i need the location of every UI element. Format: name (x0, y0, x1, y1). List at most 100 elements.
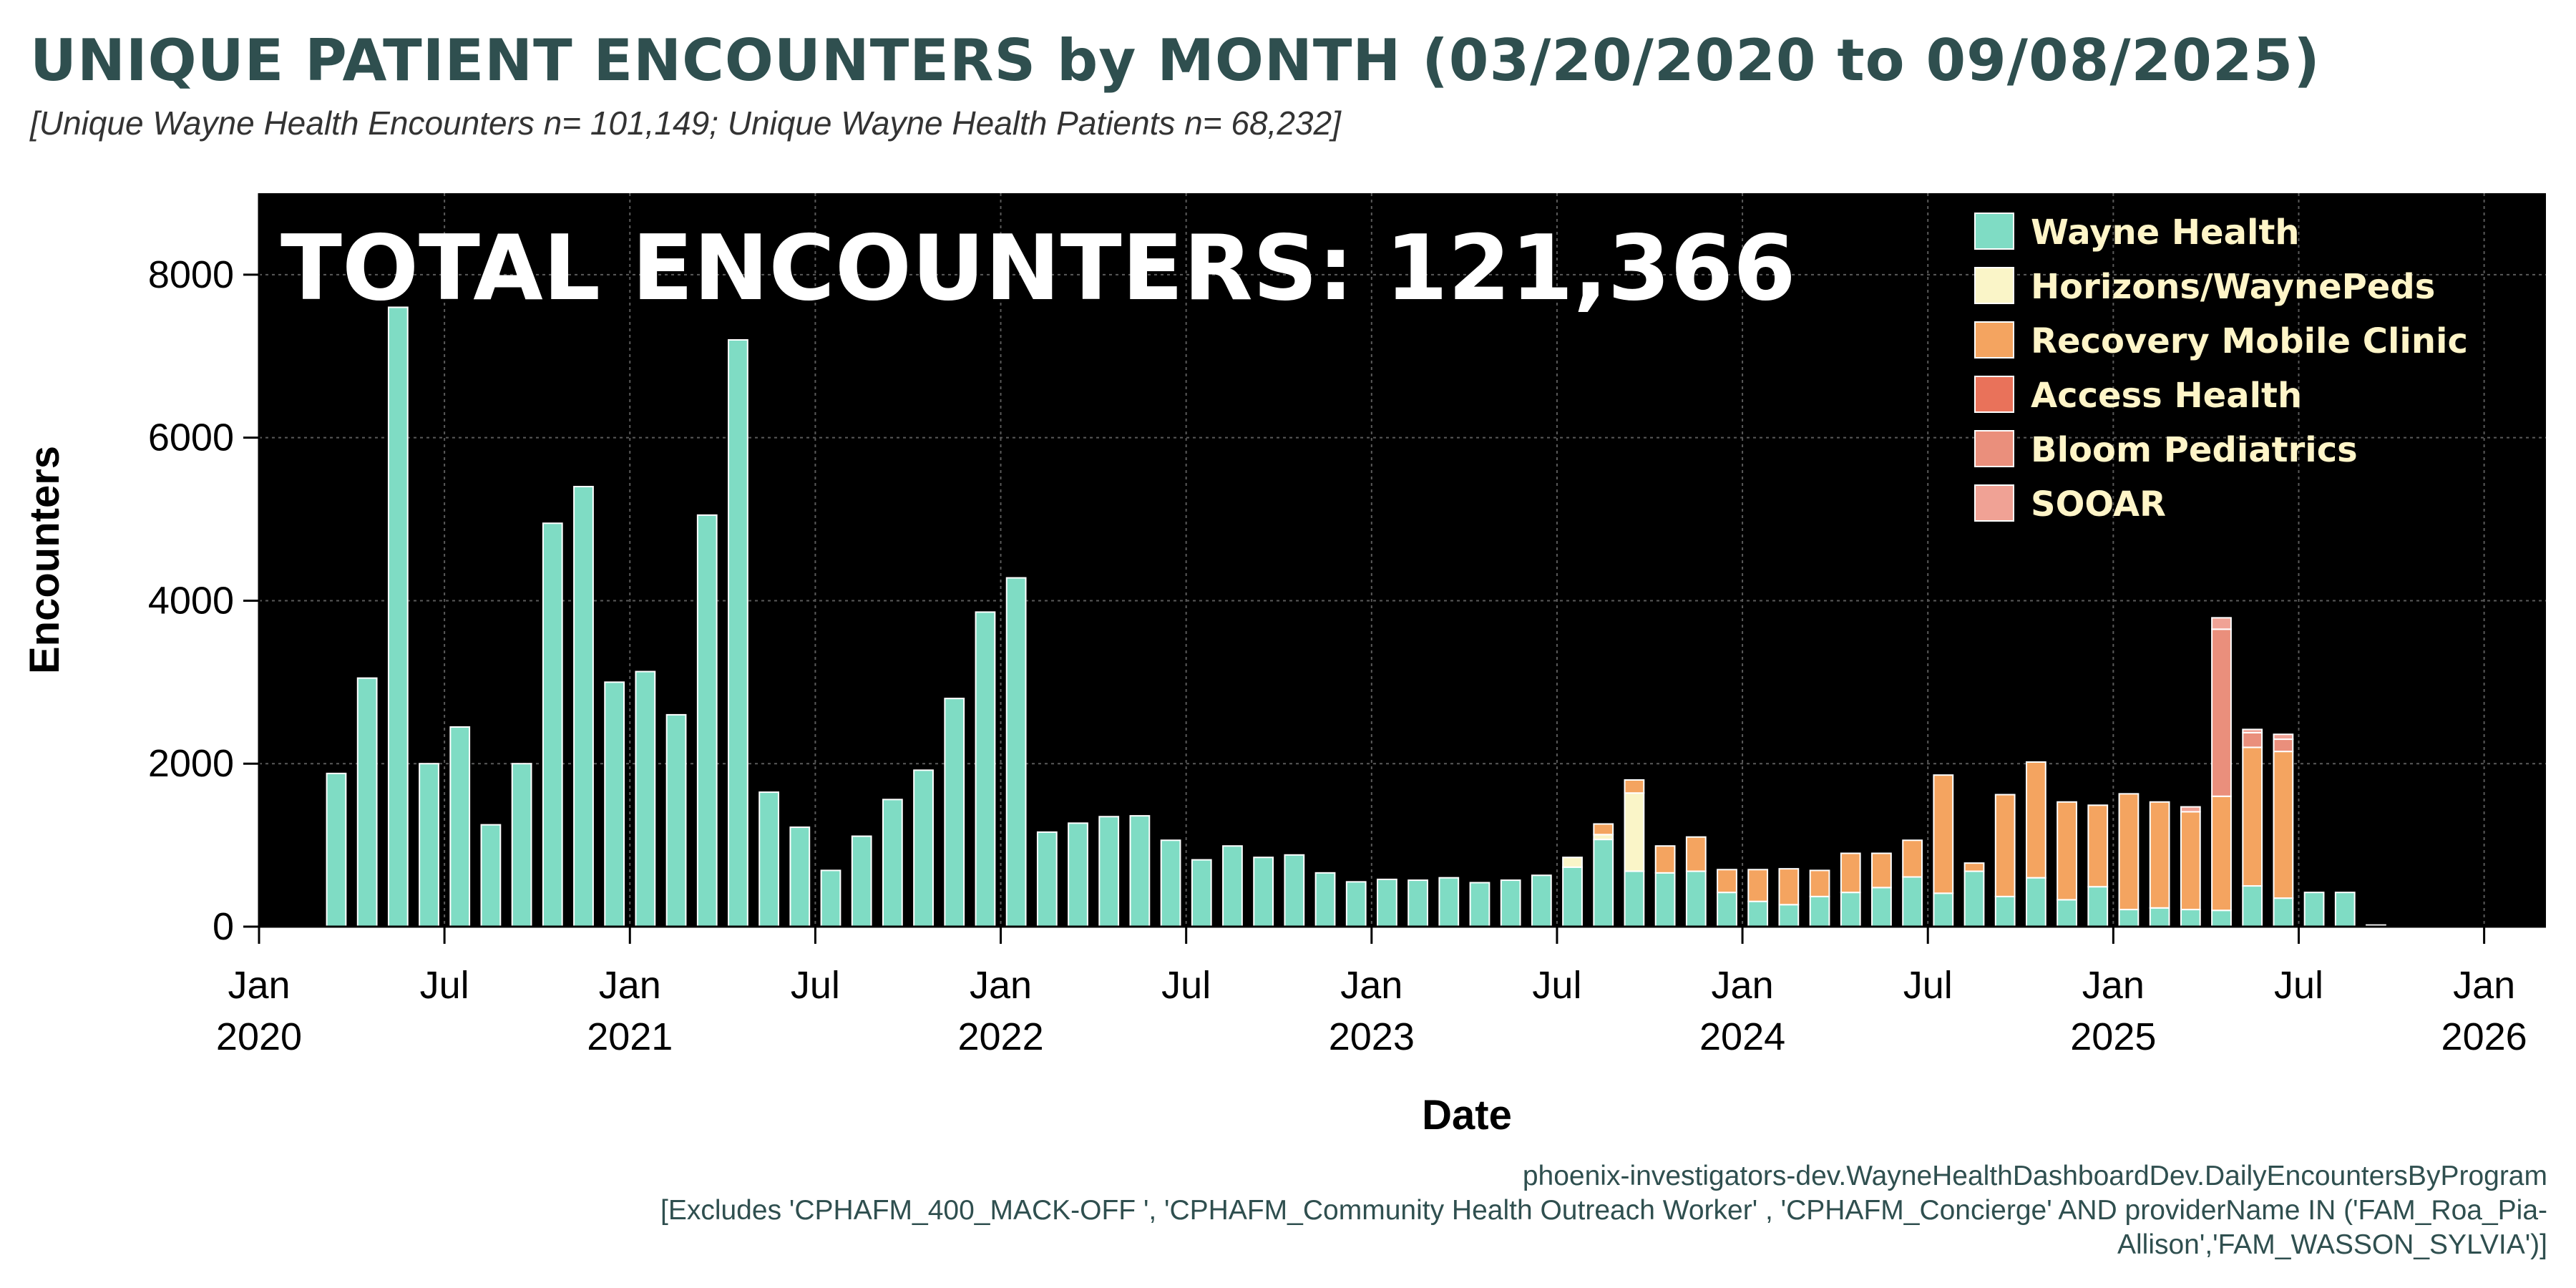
x-tick-label: Jan (2453, 964, 2515, 1007)
bar-wayne-health (1871, 887, 1892, 928)
bar-horizons-waynepeds (1593, 834, 1614, 841)
bar-recovery-mobile-clinic (1717, 869, 1737, 894)
x-tick-label: Jul (1532, 964, 1581, 1007)
bar-wayne-health (511, 763, 532, 927)
bar-sooar (2211, 617, 2232, 630)
legend-label: Horizons/WaynePeds (2031, 267, 2435, 307)
y-tick-label: 4000 (148, 579, 234, 622)
bar-wayne-health (1129, 815, 1151, 927)
bar-recovery-mobile-clinic (2180, 811, 2201, 911)
exclusion-note-continued: Allison','FAM_WASSON_SYLVIA')] (2117, 1229, 2547, 1260)
x-tick-label: Jul (1903, 964, 1953, 1007)
bar-recovery-mobile-clinic (2025, 761, 2046, 879)
bar-wayne-health (1902, 876, 1923, 928)
chart-subtitle: [Unique Wayne Health Encounters n= 101,1… (30, 104, 1341, 142)
bar-wayne-health (1593, 839, 1614, 928)
bar-wayne-health (2087, 886, 2109, 928)
exclusion-note: [Excludes 'CPHAFM_400_MACK-OFF ', 'CPHAF… (660, 1195, 2547, 1226)
bar-recovery-mobile-clinic (2242, 746, 2263, 887)
legend-swatch (1974, 213, 2014, 250)
bar-recovery-mobile-clinic (1933, 774, 1954, 894)
bar-bloom-pediatrics (2242, 731, 2263, 748)
y-tick-label: 6000 (148, 416, 234, 459)
legend-swatch (1974, 484, 2014, 522)
x-tick-year-label: 2021 (587, 1015, 673, 1058)
bar-recovery-mobile-clinic (1778, 868, 1800, 906)
bar-wayne-health (573, 486, 594, 927)
bar-wayne-health (1685, 870, 1707, 927)
x-tick-year-label: 2022 (957, 1015, 1043, 1058)
bar-wayne-health (1840, 892, 1861, 927)
bar-wayne-health (1407, 879, 1428, 928)
bar-wayne-health (1005, 577, 1027, 927)
bar-wayne-health (1963, 870, 1985, 927)
bar-wayne-health (913, 769, 934, 928)
bar-wayne-health (1314, 872, 1336, 928)
x-tick-label: Jan (2082, 964, 2145, 1007)
x-tick-label: Jan (1712, 964, 1774, 1007)
bar-wayne-health (789, 826, 811, 927)
bar-wayne-health (1531, 874, 1552, 927)
bar-recovery-mobile-clinic (1654, 845, 1676, 874)
bar-wayne-health (1098, 816, 1120, 927)
bar-wayne-health (1191, 859, 1212, 927)
bar-wayne-health (2025, 877, 2046, 927)
bar-recovery-mobile-clinic (1685, 836, 1707, 872)
bar-recovery-mobile-clinic (1747, 869, 1769, 902)
bar-wayne-health (975, 611, 996, 928)
bar-recovery-mobile-clinic (1624, 779, 1645, 794)
x-tick-label: Jan (1340, 964, 1402, 1007)
bar-sooar (2180, 806, 2201, 813)
bar-wayne-health (820, 869, 841, 927)
bar-wayne-health (1160, 839, 1181, 928)
bar-wayne-health (1809, 895, 1830, 927)
bar-recovery-mobile-clinic (1871, 852, 1892, 889)
bar-recovery-mobile-clinic (1840, 852, 1861, 894)
bar-wayne-health (449, 726, 471, 927)
bar-wayne-health (665, 713, 687, 928)
x-tick-label: Jul (2274, 964, 2323, 1007)
x-tick-label: Jan (970, 964, 1032, 1007)
bar-wayne-health (635, 670, 656, 927)
bar-wayne-health (2211, 909, 2232, 927)
bar-wayne-health (1654, 872, 1676, 928)
bar-recovery-mobile-clinic (1593, 823, 1614, 836)
bar-wayne-health (1284, 854, 1305, 928)
legend-label: SOOAR (2031, 484, 2166, 525)
x-tick-year-label: 2025 (2070, 1015, 2156, 1058)
bar-wayne-health (2273, 897, 2294, 928)
bar-wayne-health (1377, 878, 1397, 928)
bar-wayne-health (758, 791, 780, 928)
bar-wayne-health (728, 339, 748, 927)
y-tick-label: 2000 (148, 742, 234, 785)
legend-label: Recovery Mobile Clinic (2031, 321, 2468, 361)
x-tick-label: Jan (599, 964, 661, 1007)
x-tick-year-label: 2024 (1699, 1015, 1785, 1058)
bar-wayne-health (882, 799, 903, 928)
bar-wayne-health (1747, 900, 1769, 928)
bar-wayne-health (419, 763, 439, 927)
bar-recovery-mobile-clinic (2057, 801, 2077, 901)
bar-wayne-health (480, 824, 502, 928)
legend-swatch (1974, 376, 2014, 413)
bar-horizons-waynepeds (1624, 792, 1645, 872)
bar-recovery-mobile-clinic (1994, 794, 2016, 897)
bar-wayne-health (2057, 899, 2077, 927)
x-tick-year-label: 2023 (1329, 1015, 1415, 1058)
bar-wayne-health (1717, 892, 1737, 927)
chart-title: UNIQUE PATIENT ENCOUNTERS by MONTH (03/2… (30, 27, 2321, 94)
bar-wayne-health (2334, 892, 2356, 927)
bar-wayne-health (1036, 831, 1058, 928)
bar-wayne-health (1994, 895, 2016, 927)
bar-wayne-health (1778, 904, 1800, 927)
bar-wayne-health (851, 835, 872, 928)
legend-swatch (1974, 321, 2014, 358)
bar-wayne-health (2242, 885, 2263, 927)
bar-bloom-pediatrics (2273, 738, 2294, 753)
bar-wayne-health (1933, 892, 1954, 927)
bar-wayne-health (1068, 822, 1088, 927)
bar-wayne-health (1624, 870, 1645, 927)
bar-sooar (2242, 728, 2263, 733)
bar-wayne-health (696, 514, 718, 927)
